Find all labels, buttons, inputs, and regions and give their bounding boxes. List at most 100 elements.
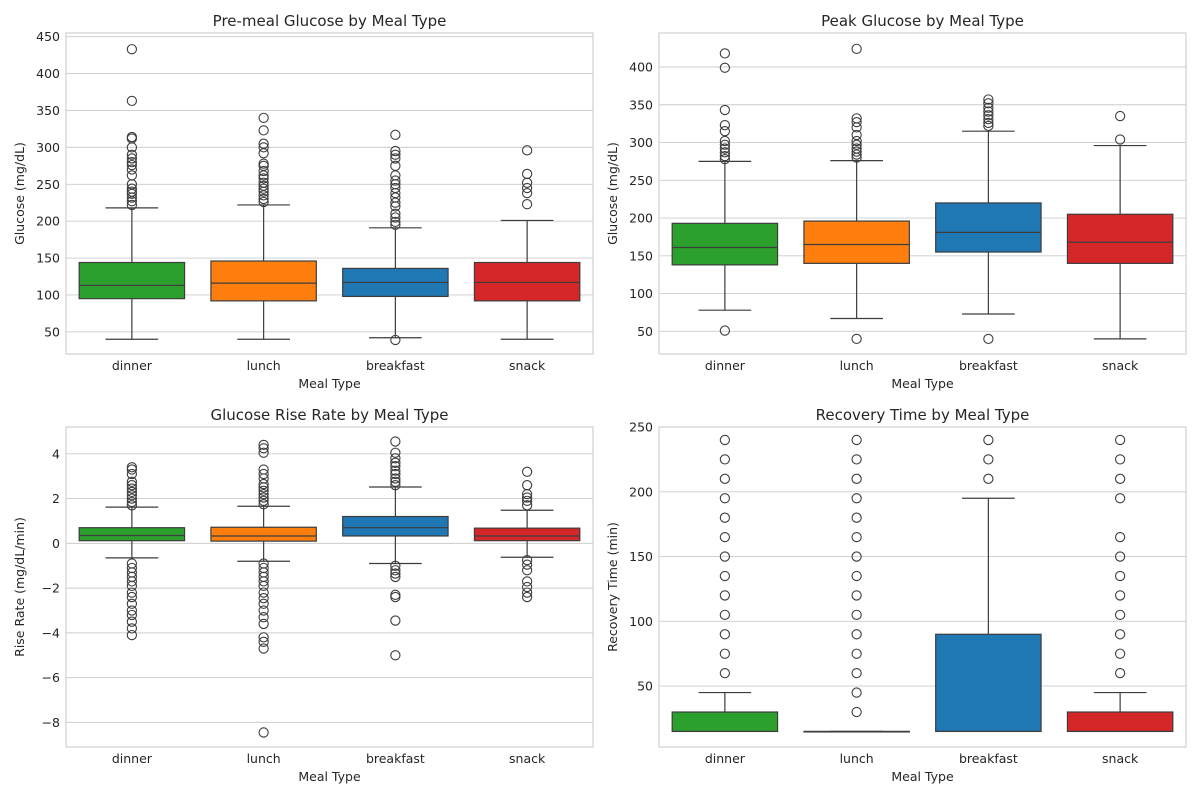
outlier-point [983, 102, 994, 113]
y-tick-label: 200 [629, 484, 653, 499]
y-tick-label: 250 [36, 177, 60, 192]
outlier-point [126, 486, 138, 498]
outlier-point [258, 618, 269, 630]
box-snack [1066, 434, 1174, 733]
y-tick-label: 150 [629, 549, 653, 564]
y-tick-label: 450 [36, 29, 60, 44]
outlier-point [258, 439, 269, 451]
y-tick-label: 250 [629, 420, 653, 435]
y-tick-label: 300 [629, 135, 653, 150]
outlier-point [851, 454, 862, 465]
outlier-point [390, 129, 401, 140]
outlier-point [390, 589, 401, 600]
outlier-point [521, 182, 533, 194]
x-axis-label: Meal Type [298, 376, 361, 391]
outlier-point [851, 473, 862, 484]
outlier-point [1114, 551, 1126, 562]
outlier-point [719, 668, 731, 679]
outlier-point [719, 104, 731, 116]
box-breakfast [342, 129, 449, 346]
y-tick-label: 100 [36, 287, 60, 302]
y-tick-label: 200 [629, 211, 653, 226]
outlier-point [390, 560, 401, 571]
outlier-point [258, 587, 269, 598]
box-breakfast [935, 434, 1042, 733]
outlier-point [258, 138, 269, 149]
outlier-point [126, 587, 138, 598]
chart-panel-4: 50 100 150 200 250 dinner lunch breakfast snack R… [605, 406, 1187, 784]
outlier-point [390, 650, 401, 661]
outlier-point [258, 160, 269, 171]
outlier-point [1114, 110, 1126, 122]
x-tick-label: snack [509, 358, 546, 373]
outlier-point [719, 590, 731, 601]
box-iqr [935, 202, 1042, 253]
outlier-point [983, 120, 994, 132]
outlier-point [390, 591, 401, 603]
y-tick-label: 150 [36, 251, 60, 266]
x-tick-label: breakfast [366, 358, 425, 373]
outlier-point [851, 113, 862, 124]
outlier-point [521, 480, 533, 491]
box-snack [473, 145, 581, 340]
outlier-point [126, 598, 138, 609]
y-tick-label: 400 [629, 59, 653, 74]
outlier-point [1114, 531, 1126, 543]
outlier-point [258, 636, 269, 647]
outlier-point [851, 149, 862, 160]
box-lunch [803, 434, 910, 733]
outlier-point [258, 180, 269, 191]
x-tick-label: lunch [247, 358, 281, 373]
outlier-point [719, 153, 731, 165]
outlier-point [851, 570, 862, 582]
box-snack [1066, 110, 1174, 340]
outlier-point [851, 333, 862, 345]
outlier-point [983, 106, 994, 117]
outlier-point [1114, 629, 1126, 640]
outlier-point [983, 473, 994, 484]
outlier-point [126, 562, 138, 574]
outlier-point [851, 590, 862, 601]
outlier-point [390, 468, 401, 480]
x-tick-label: lunch [840, 358, 874, 373]
chart-panel-1: 50 100 150 200 250 300 350 400 450 dinner lunch bre… [12, 12, 594, 391]
outlier-point [851, 687, 862, 698]
outlier-point [1114, 454, 1126, 465]
outlier-point [258, 593, 269, 604]
outlier-point [719, 119, 731, 131]
outlier-point [258, 562, 269, 574]
outlier-point [1114, 134, 1126, 145]
x-tick-label: snack [1102, 358, 1139, 373]
outlier-point [851, 135, 862, 147]
outlier-point [390, 473, 401, 484]
outlier-point [258, 142, 269, 153]
outlier-point [1114, 609, 1126, 621]
outlier-point [521, 587, 533, 598]
y-tick-label: 150 [629, 248, 653, 263]
outlier-point [719, 150, 731, 162]
outlier-point [521, 199, 533, 210]
outlier-point [390, 465, 401, 476]
outlier-point [258, 605, 269, 616]
outlier-point [258, 196, 269, 208]
outlier-point [258, 183, 269, 194]
outlier-point [719, 126, 731, 137]
outlier-point [851, 648, 862, 659]
panel-title: Recovery Time by Meal Type [816, 406, 1030, 424]
x-tick-label: snack [1102, 751, 1139, 766]
panel-title: Pre-meal Glucose by Meal Type [213, 12, 447, 30]
outlier-point [258, 632, 269, 643]
x-tick-label: breakfast [959, 358, 1018, 373]
outlier-point [851, 493, 862, 504]
outlier-point [390, 145, 401, 157]
outlier-point [719, 493, 731, 504]
outlier-point [126, 156, 138, 168]
outlier-point [390, 565, 401, 576]
y-tick-label: 2 [52, 491, 60, 506]
box-iqr [78, 527, 186, 542]
outlier-point [390, 571, 401, 583]
outlier-point [983, 333, 994, 345]
outlier-point [126, 186, 138, 197]
